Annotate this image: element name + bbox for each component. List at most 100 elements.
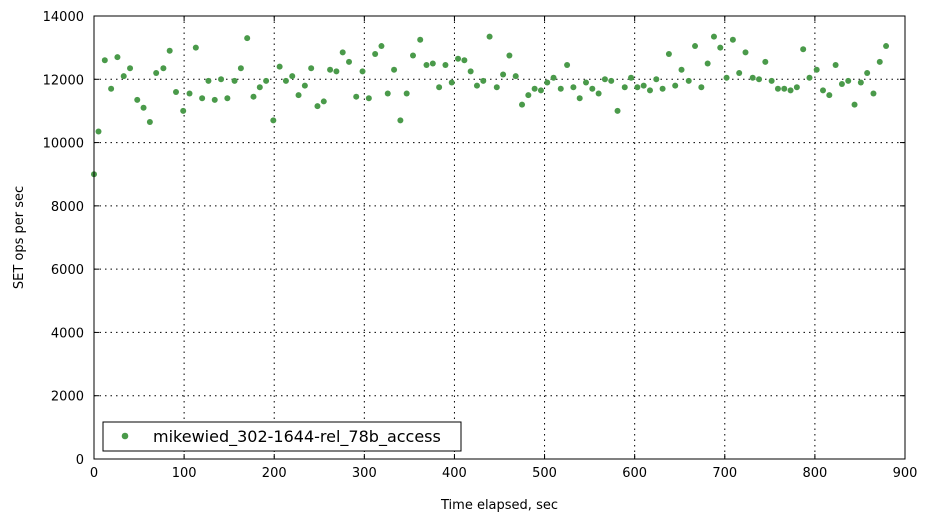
data-point (461, 57, 468, 64)
data-point (774, 85, 781, 92)
data-point (883, 43, 890, 50)
data-point (417, 36, 424, 43)
data-point (845, 77, 852, 84)
data-point (838, 81, 845, 88)
legend-marker (121, 432, 129, 440)
data-point (289, 73, 296, 80)
data-point (353, 93, 360, 100)
data-point (224, 95, 231, 102)
data-point (211, 96, 218, 103)
data-point (519, 101, 526, 108)
data-point (857, 79, 864, 86)
data-point (781, 85, 788, 92)
data-point (826, 92, 833, 99)
data-point (768, 77, 775, 84)
legend-box (102, 421, 462, 452)
y-tick-labels: 0 2000 4000 6000 8000 10000 12000 14000 (43, 10, 84, 468)
data-point (525, 92, 532, 99)
data-point (301, 82, 308, 89)
data-point (646, 87, 653, 94)
data-point (250, 93, 257, 100)
x-tick-label: 800 (802, 466, 827, 481)
data-point (263, 77, 270, 84)
data-point (787, 87, 794, 94)
data-point (698, 84, 705, 91)
x-tick-label: 600 (622, 466, 647, 481)
data-point (806, 74, 813, 81)
data-point (570, 84, 577, 91)
data-point (199, 95, 206, 102)
legend-label: mikewied_302-1644-rel_78b_access (153, 427, 441, 447)
data-point (678, 66, 685, 73)
data-point (723, 74, 730, 81)
data-point (506, 52, 513, 59)
data-point (736, 69, 743, 76)
data-point (378, 43, 385, 50)
data-point (531, 85, 538, 92)
data-point (564, 62, 571, 69)
data-point (557, 85, 564, 92)
data-point (749, 74, 756, 81)
y-tick-label: 0 (76, 453, 84, 468)
data-point (320, 98, 327, 105)
data-point (653, 76, 660, 83)
data-point (120, 73, 127, 80)
data-point (327, 66, 334, 73)
data-point (295, 92, 302, 99)
data-point (493, 84, 500, 91)
data-point (244, 35, 251, 42)
data-point (710, 33, 717, 40)
data-point (717, 44, 724, 51)
data-point (231, 77, 238, 84)
data-point (813, 66, 820, 73)
y-tick-label: 6000 (51, 263, 84, 278)
data-point (870, 90, 877, 97)
data-point (409, 52, 416, 59)
y-tick-label: 12000 (43, 73, 84, 88)
data-point (270, 117, 277, 124)
y-tick-label: 2000 (51, 390, 84, 405)
data-point (346, 58, 353, 65)
x-axis-label: Time elapsed, sec (440, 498, 558, 513)
y-axis-label: SET ops per sec (12, 186, 27, 289)
data-point (473, 82, 480, 89)
data-point (729, 36, 736, 43)
data-point (391, 66, 398, 73)
x-tick-label: 200 (262, 466, 287, 481)
x-tick-label: 400 (442, 466, 467, 481)
data-point (205, 77, 212, 84)
data-point (550, 74, 557, 81)
data-point (480, 77, 487, 84)
data-point (186, 90, 193, 97)
data-point (819, 87, 826, 94)
data-point (500, 71, 507, 78)
data-point (218, 76, 225, 83)
y-tick-label: 8000 (51, 200, 84, 215)
data-point (659, 85, 666, 92)
grid-lines (94, 16, 905, 459)
data-point (832, 62, 839, 69)
data-point (665, 50, 672, 57)
data-point (583, 79, 590, 86)
data-point (589, 85, 596, 92)
data-point (544, 79, 551, 86)
data-point (339, 49, 346, 56)
data-point (512, 73, 519, 80)
x-tick-label: 0 (90, 466, 98, 481)
data-point (423, 62, 430, 69)
data-point (429, 60, 436, 67)
data-point (160, 65, 167, 72)
data-point (114, 54, 121, 61)
y-tick-label: 14000 (43, 10, 84, 25)
data-point (634, 84, 641, 91)
data-point (640, 82, 647, 89)
data-point (372, 50, 379, 57)
data-point (756, 76, 763, 83)
data-points (91, 33, 890, 178)
data-point (256, 84, 263, 91)
data-point (146, 119, 153, 126)
x-tick-label: 300 (352, 466, 377, 481)
data-point (608, 77, 615, 84)
data-point (108, 85, 115, 92)
data-point (134, 96, 141, 103)
